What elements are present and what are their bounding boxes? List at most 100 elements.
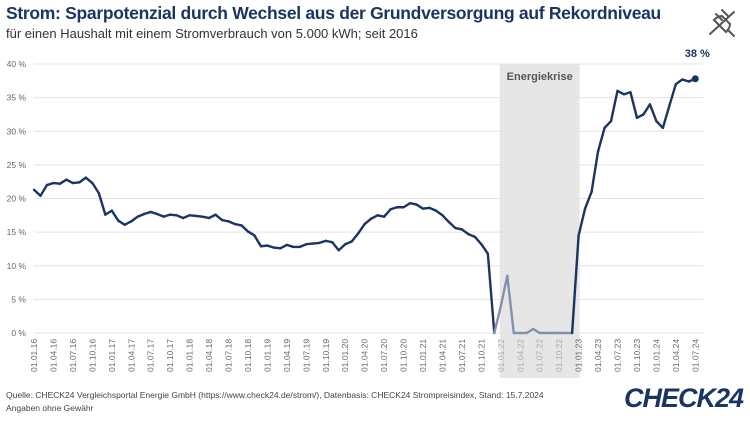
line-segment xyxy=(473,235,483,246)
line-segment xyxy=(32,188,42,198)
line-segment xyxy=(331,241,340,252)
x-tick-label: 01.01.22 xyxy=(496,339,506,372)
line-segment xyxy=(661,104,671,130)
line-segment xyxy=(246,230,256,237)
x-tick-label: 01.10.16 xyxy=(87,339,97,372)
line-segment xyxy=(84,176,94,185)
chart-title: Strom: Sparpotenzial durch Wechsel aus d… xyxy=(6,3,661,23)
y-tick-label: 0 % xyxy=(11,328,26,338)
line-segment xyxy=(130,215,139,223)
line-segment xyxy=(279,243,289,250)
line-chart: Energiekrise 0 % 5 % 10 % 15 % 20 % 25 % 30 % 35… xyxy=(7,48,710,378)
line-segment xyxy=(655,119,665,130)
line-segment xyxy=(382,208,392,218)
x-tick-label: 01.01.17 xyxy=(107,339,117,372)
x-tick-label: 01.01.19 xyxy=(262,339,272,372)
x-tick-label: 01.07.16 xyxy=(68,339,78,372)
x-tick-label: 01.04.22 xyxy=(515,339,525,372)
x-tick-label: 01.10.22 xyxy=(554,339,564,372)
x-tick-label: 01.10.23 xyxy=(632,339,642,372)
line-segment xyxy=(58,178,68,185)
x-tick-label: 01.10.17 xyxy=(165,339,175,372)
line-segment xyxy=(350,232,360,243)
y-tick-label: 40 % xyxy=(7,59,27,69)
x-tick-label: 01.01.24 xyxy=(651,339,661,372)
x-tick-label: 01.01.20 xyxy=(340,339,350,372)
line-segment xyxy=(635,113,645,120)
x-tick-label: 01.10.21 xyxy=(476,339,486,372)
y-tick-label: 25 % xyxy=(7,160,27,170)
x-tick-label: 01.04.23 xyxy=(593,339,603,372)
line-segment xyxy=(674,78,684,86)
line-segment xyxy=(91,181,101,195)
x-tick-label: 01.04.21 xyxy=(437,339,447,372)
line-segment xyxy=(214,213,224,222)
x-tick-label: 01.01.16 xyxy=(29,339,39,372)
x-tick-label: 01.04.19 xyxy=(282,339,292,372)
line-segment xyxy=(668,82,678,107)
y-tick-label: 35 % xyxy=(7,93,27,103)
line-segment xyxy=(123,220,133,226)
line-segment xyxy=(253,234,263,248)
x-tick-label: 01.04.24 xyxy=(671,339,681,372)
line-segment xyxy=(207,213,217,220)
line-segment xyxy=(506,274,515,335)
x-tick-label: 01.07.21 xyxy=(457,339,467,372)
line-segment xyxy=(642,103,652,116)
x-tick-label: 01.01.23 xyxy=(574,339,584,372)
x-tick-label: 01.04.16 xyxy=(48,339,58,372)
y-tick-label: 5 % xyxy=(11,294,26,304)
line-segment xyxy=(110,209,120,222)
line-segment xyxy=(596,126,606,153)
y-tick-label: 10 % xyxy=(7,261,27,271)
line-segment xyxy=(603,119,613,130)
line-segment xyxy=(337,243,347,252)
source-note: Quelle: CHECK24 Vergleichsportal Energie… xyxy=(6,390,544,400)
x-tick-label: 01.07.18 xyxy=(224,339,234,372)
x-tick-label: 01.04.17 xyxy=(126,339,136,372)
line-segment xyxy=(499,274,509,308)
energiekrise-label: Energiekrise xyxy=(507,71,573,83)
line-segment xyxy=(570,234,580,335)
x-tick-label: 01.07.24 xyxy=(690,339,700,372)
line-segment xyxy=(356,222,366,235)
line-segment xyxy=(616,89,626,96)
line-segment xyxy=(39,183,49,198)
y-tick-label: 20 % xyxy=(7,194,27,204)
line-segment xyxy=(493,304,502,335)
line-segment xyxy=(402,202,412,209)
line-segment xyxy=(434,209,444,217)
x-tick-label: 01.07.17 xyxy=(146,339,156,372)
x-tick-label: 01.07.20 xyxy=(379,339,389,372)
x-tick-label: 01.04.20 xyxy=(360,339,370,372)
line-segment xyxy=(460,228,470,236)
power-plug-icon xyxy=(709,9,735,37)
line-segment xyxy=(590,150,600,193)
line-segment xyxy=(441,214,451,224)
check24-logo: CHECK24 xyxy=(624,383,744,413)
line-segment xyxy=(363,217,373,226)
line-segment xyxy=(648,103,658,123)
line-segment xyxy=(65,178,75,185)
line-segment xyxy=(577,207,587,237)
end-value-label: 38 % xyxy=(685,48,710,60)
x-tick-label: 01.01.21 xyxy=(418,339,428,372)
line-segment xyxy=(240,224,250,233)
x-tick-label: 01.10.20 xyxy=(399,339,409,372)
line-segment xyxy=(583,190,593,210)
x-tick-label: 01.04.18 xyxy=(204,339,214,372)
line-segment xyxy=(532,327,541,335)
line-segment xyxy=(480,243,490,255)
x-tick-label: 01.07.19 xyxy=(301,339,311,372)
x-tick-label: 01.10.18 xyxy=(243,339,253,372)
line-segment xyxy=(486,252,496,335)
y-tick-label: 30 % xyxy=(7,126,27,136)
end-point-marker xyxy=(691,75,699,83)
x-tick-label: 01.07.22 xyxy=(535,339,545,372)
x-tick-label: 01.10.19 xyxy=(321,339,331,372)
x-tick-label: 01.07.23 xyxy=(613,339,623,372)
line-segment xyxy=(609,89,619,123)
line-segment xyxy=(415,203,425,210)
line-segment xyxy=(78,176,88,184)
